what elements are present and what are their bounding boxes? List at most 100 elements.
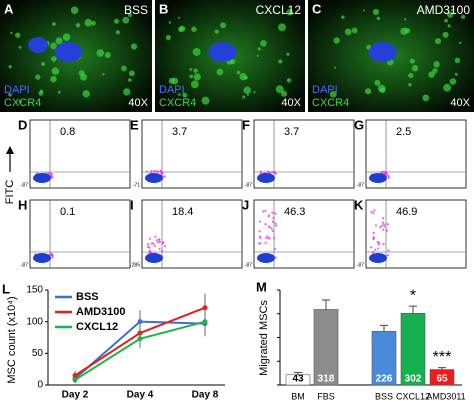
event (385, 229, 389, 232)
event (157, 170, 160, 173)
panel-letter: L (2, 281, 10, 296)
panel-letter: I (130, 197, 134, 212)
stain-label: DAPI (159, 84, 185, 96)
bar (285, 374, 311, 386)
stain-speck (10, 31, 13, 35)
stain-speck (91, 20, 96, 26)
event (47, 172, 50, 175)
point (202, 319, 208, 325)
event (268, 226, 271, 229)
event (51, 254, 54, 258)
point (137, 336, 143, 342)
event (50, 252, 53, 256)
stain-speck (236, 70, 241, 75)
event (382, 243, 385, 246)
event (272, 217, 275, 220)
stain-speck (280, 90, 288, 97)
event-cluster (145, 173, 163, 183)
event (147, 243, 150, 246)
stain-speck (189, 74, 194, 79)
stain-speck (329, 90, 337, 98)
event (51, 175, 54, 178)
stain-speck (171, 77, 179, 85)
stain-speck (408, 83, 412, 87)
event (372, 211, 375, 215)
stain-speck (404, 27, 411, 34)
point (72, 373, 78, 378)
event (157, 241, 160, 244)
stain-speck (123, 88, 131, 96)
condition-label: CXCL12 (256, 3, 302, 17)
stain-speck (84, 18, 93, 27)
stain-label: DAPI (312, 84, 338, 96)
stain-speck (18, 45, 22, 49)
significance: *** (433, 349, 452, 366)
event (372, 231, 375, 235)
x-tick-label: BSS (375, 391, 393, 401)
y-axis-label: MSC count (x10⁴) (6, 296, 18, 383)
stain-speck (115, 30, 120, 35)
panel-letter: D (18, 117, 27, 132)
stain-speck (79, 73, 88, 81)
stain-speck (447, 24, 451, 28)
condition-label: BSS (124, 3, 148, 17)
event (268, 237, 271, 240)
stain-speck (130, 43, 138, 50)
stain-speck (404, 18, 407, 21)
event (382, 221, 385, 224)
stain-label: CXCR4 (4, 97, 41, 109)
stain-speck (214, 29, 219, 34)
nucleus (368, 42, 397, 62)
event (154, 235, 157, 238)
stain-speck (104, 51, 111, 59)
stain-speck (201, 96, 210, 105)
event (158, 247, 161, 250)
axis-min: -71 (133, 182, 140, 188)
event (274, 256, 277, 259)
stain-speck (82, 90, 90, 98)
event (274, 248, 277, 251)
event (374, 224, 378, 227)
event (145, 170, 149, 173)
stain-speck (178, 26, 184, 33)
panel-letter: B (159, 1, 168, 16)
stain-speck (35, 74, 41, 80)
event (163, 175, 166, 178)
panel-letter: E (130, 117, 139, 132)
event (51, 256, 54, 259)
stain-speck (193, 68, 198, 73)
nucleus (28, 37, 48, 53)
event (379, 226, 382, 229)
stain-speck (127, 78, 132, 82)
stain-speck (422, 94, 430, 102)
stain-speck (428, 71, 435, 78)
event-cluster (33, 253, 51, 263)
stain-speck (451, 8, 454, 12)
event (158, 240, 161, 243)
stain-speck (18, 99, 22, 104)
point (72, 377, 78, 383)
point (137, 319, 143, 325)
stain-speck (246, 93, 249, 96)
event (146, 245, 150, 248)
stain-speck (182, 92, 188, 98)
panel-letter: H (18, 197, 27, 212)
value-label: 43 (292, 374, 304, 385)
stain-speck (341, 15, 345, 20)
stain-speck (230, 59, 236, 65)
stain-speck (286, 78, 292, 83)
event-cluster (369, 173, 387, 183)
event (264, 209, 267, 212)
stain-speck (242, 95, 246, 99)
stain-speck (447, 11, 454, 18)
stain-speck (286, 52, 290, 56)
stain-speck (260, 40, 267, 47)
stain-speck (444, 18, 449, 23)
stain-label: CXCR4 (312, 97, 349, 109)
stain-speck (193, 73, 201, 81)
event-cluster (257, 253, 275, 263)
event (382, 228, 385, 231)
event (266, 235, 269, 238)
stain-speck (190, 80, 199, 89)
stain-speck (216, 68, 224, 76)
